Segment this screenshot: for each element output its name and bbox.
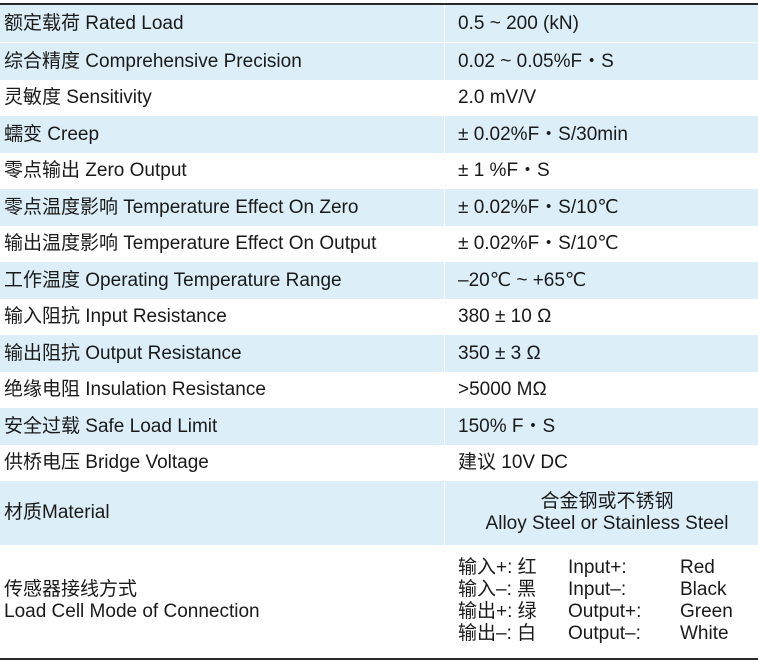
top-rule — [0, 3, 758, 5]
wire-cn: 输入+: 红 — [458, 557, 537, 578]
table-row: 灵敏度 Sensitivity 2.0 mV/V — [0, 80, 758, 116]
param-label: 输出温度影响 Temperature Effect On Output — [4, 233, 377, 254]
param-label: 输出阻抗 Output Resistance — [4, 342, 242, 364]
wire-color: Black — [680, 579, 727, 600]
column-divider — [444, 5, 445, 545]
param-value: 2.0 mV/V — [458, 87, 537, 108]
param-value: 0.02 ~ 0.05%F・S — [458, 50, 614, 72]
material-value: 合金钢或不锈钢 Alloy Steel or Stainless Steel — [458, 481, 756, 545]
wire-color: Red — [680, 557, 715, 578]
wire-en: Input+: — [568, 557, 627, 578]
param-label: 供桥电压 Bridge Voltage — [4, 452, 209, 473]
material-value-en: Alloy Steel or Stainless Steel — [485, 513, 729, 534]
param-label: 工作温度 Operating Temperature Range — [4, 269, 342, 291]
table-row: 安全过载 Safe Load Limit 150% F・S — [0, 408, 758, 445]
wire-cn: 输出–: 白 — [458, 623, 537, 644]
param-label: 额定载荷 Rated Load — [4, 12, 184, 34]
table-row: 额定载荷 Rated Load 0.5 ~ 200 (kN) — [0, 5, 758, 42]
connection-label: 传感器接线方式 Load Cell Mode of Connection — [4, 545, 440, 657]
table-row: 供桥电压 Bridge Voltage 建议 10V DC — [0, 445, 758, 481]
param-value: 建议 10V DC — [458, 452, 568, 473]
param-label: 综合精度 Comprehensive Precision — [4, 50, 302, 72]
table-row: 综合精度 Comprehensive Precision 0.02 ~ 0.05… — [0, 43, 758, 80]
table-row: 绝缘电阻 Insulation Resistance >5000 MΩ — [0, 372, 758, 408]
wire-en: Output–: — [568, 623, 641, 644]
table-row: 零点温度影响 Temperature Effect On Zero ± 0.02… — [0, 189, 758, 226]
connection-row: 传感器接线方式 Load Cell Mode of Connection 输入+… — [0, 545, 758, 657]
param-label: 零点温度影响 Temperature Effect On Zero — [4, 196, 359, 218]
param-value: 380 ± 10 Ω — [458, 306, 552, 327]
wiring-list: 输入+: 红 Input+: Red 输入–: 黑 Input–: Black … — [458, 545, 756, 657]
connection-label-en: Load Cell Mode of Connection — [4, 601, 260, 622]
param-value: ± 1 %F・S — [458, 160, 550, 181]
connection-label-cn: 传感器接线方式 — [4, 579, 138, 600]
material-row: 材质Material 合金钢或不锈钢 Alloy Steel or Stainl… — [0, 481, 758, 545]
param-value: –20℃ ~ +65℃ — [458, 269, 587, 291]
param-value: 150% F・S — [458, 415, 556, 437]
material-label: 材质Material — [4, 502, 110, 523]
param-value: 0.5 ~ 200 (kN) — [458, 12, 579, 34]
param-value: >5000 MΩ — [458, 379, 547, 400]
wire-color: White — [680, 623, 729, 644]
table-row: 蠕变 Creep ± 0.02%F・S/30min — [0, 116, 758, 153]
param-value: ± 0.02%F・S/30min — [458, 123, 628, 145]
table-row: 零点输出 Zero Output ± 1 %F・S — [0, 153, 758, 189]
table-row: 工作温度 Operating Temperature Range –20℃ ~ … — [0, 262, 758, 299]
wire-color: Green — [680, 601, 733, 622]
param-label: 灵敏度 Sensitivity — [4, 87, 152, 108]
material-value-cn: 合金钢或不锈钢 — [540, 491, 674, 512]
param-label: 安全过载 Safe Load Limit — [4, 415, 218, 437]
param-label: 蠕变 Creep — [4, 123, 100, 145]
bottom-rule — [0, 658, 758, 660]
param-value: 350 ± 3 Ω — [458, 342, 541, 364]
param-label: 零点输出 Zero Output — [4, 160, 187, 181]
param-value: ± 0.02%F・S/10℃ — [458, 196, 619, 218]
table-row: 输入阻抗 Input Resistance 380 ± 10 Ω — [0, 299, 758, 335]
table-row: 输出温度影响 Temperature Effect On Output ± 0.… — [0, 226, 758, 262]
wire-en: Output+: — [568, 601, 642, 622]
param-label: 输入阻抗 Input Resistance — [4, 306, 227, 327]
wire-cn: 输出+: 绿 — [458, 601, 537, 622]
wire-en: Input–: — [568, 579, 627, 600]
param-label: 绝缘电阻 Insulation Resistance — [4, 379, 266, 400]
table-row: 输出阻抗 Output Resistance 350 ± 3 Ω — [0, 335, 758, 372]
wire-cn: 输入–: 黑 — [458, 579, 537, 600]
param-value: ± 0.02%F・S/10℃ — [458, 233, 619, 254]
